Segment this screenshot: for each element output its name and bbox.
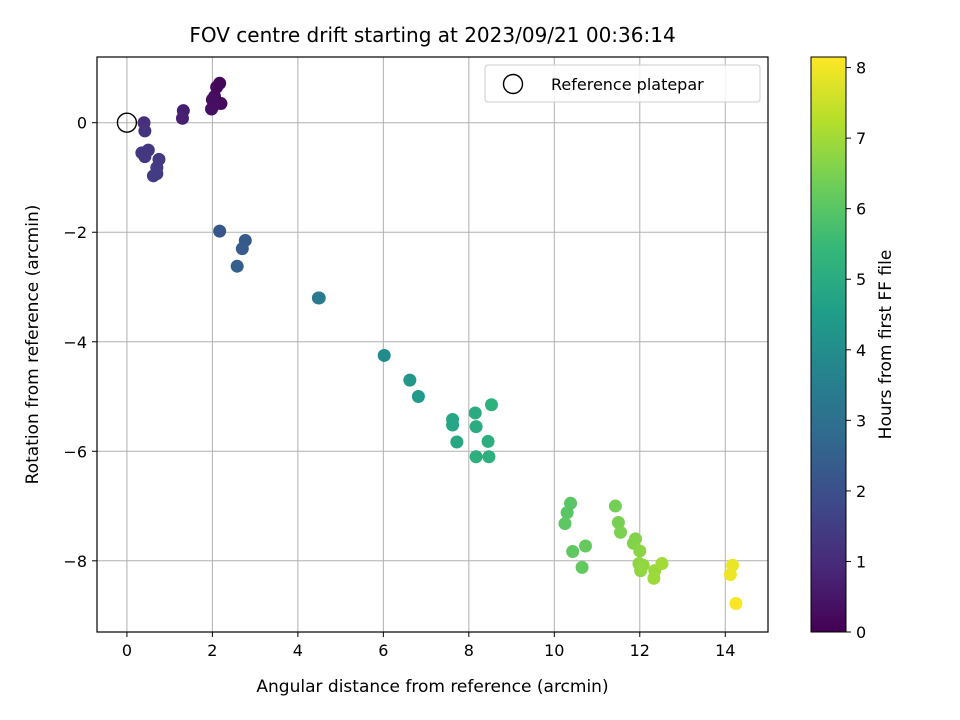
data-point <box>636 558 650 572</box>
colorbar-tick-label: 4 <box>856 341 866 360</box>
data-point <box>608 499 622 513</box>
data-point <box>175 111 189 125</box>
data-point <box>611 515 625 529</box>
colorbar: 0 1 2 3 4 5 6 7 8 Hours from first FF file <box>810 56 896 642</box>
chart-title: FOV centre drift starting at 2023/09/21 … <box>189 23 675 47</box>
data-point <box>484 398 498 412</box>
x-axis-ticks: 0 2 4 6 8 10 12 14 <box>122 632 735 660</box>
x-axis-title: Angular distance from reference (arcmin) <box>256 677 608 697</box>
data-point <box>560 506 574 520</box>
colorbar-tick-label: 3 <box>856 411 866 430</box>
colorbar-tick-label: 6 <box>856 200 866 219</box>
scatter-points <box>116 76 743 611</box>
y-tick-label: −6 <box>63 442 87 461</box>
x-tick-label: 0 <box>122 641 132 660</box>
grid <box>97 57 768 632</box>
data-point <box>468 406 482 420</box>
x-tick-label: 10 <box>544 641 564 660</box>
y-tick-label: 0 <box>77 114 87 133</box>
data-point <box>141 143 155 157</box>
data-point <box>446 418 460 432</box>
data-point <box>403 373 417 387</box>
data-point <box>138 124 152 138</box>
data-point <box>481 434 495 448</box>
colorbar-tick-label: 7 <box>856 129 866 148</box>
data-point <box>411 390 425 404</box>
data-point <box>566 545 580 558</box>
colorbar-title: Hours from first FF file <box>876 250 896 440</box>
data-point <box>629 532 643 546</box>
data-point <box>558 517 572 531</box>
colorbar-tick-label: 0 <box>856 623 866 642</box>
x-tick-label: 14 <box>715 641 735 660</box>
y-tick-label: −2 <box>63 223 87 242</box>
x-tick-label: 12 <box>630 641 650 660</box>
colorbar-gradient <box>810 56 847 633</box>
data-point <box>377 348 391 362</box>
colorbar-tick-label: 5 <box>856 270 866 289</box>
y-axis-title: Rotation from reference (arcmin) <box>23 205 43 485</box>
y-tick-label: −8 <box>63 552 87 571</box>
colorbar-tick-label: 8 <box>856 59 866 78</box>
plot-frame <box>96 56 769 633</box>
data-point <box>230 259 244 273</box>
data-point <box>213 224 227 238</box>
colorbar-tick-label: 1 <box>856 552 866 571</box>
data-point <box>723 568 737 581</box>
data-point <box>469 420 483 434</box>
legend-entry-reference: Reference platepar <box>551 75 704 94</box>
reference-platepar-marker <box>116 112 138 133</box>
data-point <box>482 450 496 464</box>
y-tick-label: −4 <box>63 333 87 352</box>
x-tick-label: 4 <box>293 641 303 660</box>
x-tick-label: 2 <box>207 641 217 660</box>
data-point <box>235 242 249 256</box>
legend-box <box>484 64 761 103</box>
data-point <box>614 525 628 539</box>
y-axis-ticks: 0 −2 −4 −6 −8 <box>63 114 97 571</box>
data-point <box>213 76 227 90</box>
data-point <box>208 98 222 112</box>
data-point <box>633 544 647 558</box>
legend: Reference platepar <box>484 64 761 103</box>
data-point <box>579 539 593 553</box>
data-point <box>150 167 164 181</box>
data-point <box>647 571 661 585</box>
data-point <box>729 597 743 611</box>
data-point <box>450 435 464 449</box>
colorbar-ticks: 0 1 2 3 4 5 6 7 8 <box>846 59 866 642</box>
data-point <box>655 557 669 571</box>
data-point <box>469 450 483 464</box>
legend-marker-reference <box>502 73 524 95</box>
x-tick-label: 8 <box>464 641 474 660</box>
data-point <box>312 291 326 305</box>
colorbar-tick-label: 2 <box>856 482 866 501</box>
data-point <box>575 560 589 574</box>
x-tick-label: 6 <box>378 641 388 660</box>
